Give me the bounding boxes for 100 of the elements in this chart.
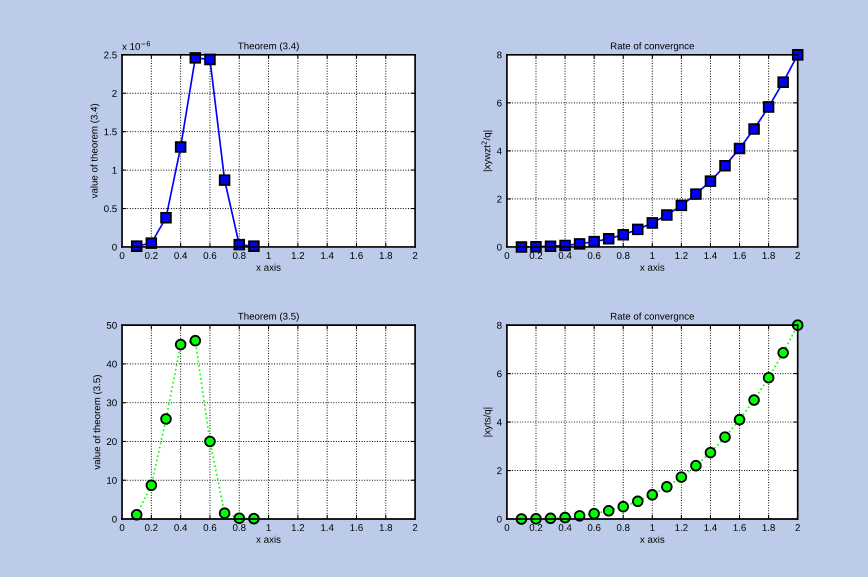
y-tick-label: 6 [497, 100, 502, 106]
point [792, 49, 804, 61]
y-tick-label: 4 [496, 148, 502, 154]
x-tick-label: 1.6 [734, 252, 746, 259]
point [204, 436, 216, 448]
x-tick-label: 1.4 [704, 252, 717, 259]
point [190, 334, 202, 346]
point [174, 141, 186, 153]
x-tick-label: 1.4 [704, 524, 717, 531]
point [602, 505, 614, 517]
point [792, 319, 804, 331]
y-tick-label: 0 [497, 516, 502, 523]
x-tick-label: 0.2 [144, 524, 158, 532]
point [777, 347, 789, 359]
x-tick-label: 2 [412, 524, 418, 531]
point [661, 481, 673, 493]
point [160, 413, 172, 425]
y-tick-label: 50 [106, 322, 117, 329]
chart-title: Theorem (3.4) [238, 42, 299, 52]
y-tick-label: 20 [106, 438, 117, 446]
x-tick-label: 2 [795, 252, 800, 259]
y-axis-title: value of theorem (3.4) [90, 104, 100, 198]
x-tick-label: 1 [266, 524, 271, 531]
point [646, 217, 658, 229]
x-tick-label: 0.6 [588, 524, 600, 532]
point [676, 200, 688, 212]
point [632, 224, 644, 236]
x-tick-label: 0.4 [558, 524, 572, 532]
x-tick-label: 1.8 [762, 252, 775, 259]
y-tick-label: 6 [497, 370, 502, 378]
point [719, 431, 731, 443]
x-tick-label: 1.8 [762, 524, 775, 532]
x-tick-label: 0.6 [204, 252, 216, 259]
y-tick-label: 30 [106, 399, 117, 406]
y-tick-label: 0 [112, 516, 117, 523]
x-tick-label: 1 [650, 252, 655, 259]
point [748, 123, 760, 135]
x-tick-label: 1.4 [321, 252, 334, 259]
chart-title: Theorem (3.5) [238, 312, 299, 322]
x-tick-label: 0 [120, 524, 124, 532]
point [762, 101, 774, 113]
y-tick-label: 8 [497, 322, 502, 329]
point [146, 480, 158, 492]
chart-title: Rate of convergnce [610, 42, 694, 52]
y-tick-label: 0.5 [104, 205, 117, 212]
x-axis-title: x axis [640, 264, 664, 271]
point [719, 160, 731, 172]
text: x 10$^{−6}$ [122, 41, 150, 50]
point [661, 209, 673, 221]
y-tick-label: 1.5 [104, 128, 117, 136]
point [734, 414, 746, 426]
y-tick-label: 0 [497, 244, 502, 251]
point [588, 508, 600, 520]
x-axis-title: x axis [256, 536, 281, 543]
point [160, 212, 172, 224]
x-tick-label: 0.8 [616, 524, 630, 532]
y-tick-label: 0 [112, 244, 117, 251]
x-tick-label: 0.8 [232, 252, 246, 259]
x-tick-label: 1.8 [380, 252, 392, 259]
y-tick-label: 2 [497, 467, 502, 474]
x-axis-title: x axis [256, 264, 281, 271]
y-tick-label: 40 [106, 360, 117, 368]
x-axis-title: x axis [640, 536, 664, 543]
point [218, 507, 230, 519]
y-tick-label: 4 [496, 418, 502, 426]
point [762, 372, 774, 384]
point [617, 500, 629, 512]
x-tick-label: 1.2 [292, 524, 304, 531]
point [690, 460, 702, 472]
y-tick-label: 2.5 [104, 52, 117, 58]
x-tick-label: 1.4 [321, 524, 334, 531]
x-tick-label: 1.2 [675, 252, 688, 259]
y-tick-label: 10 [107, 476, 117, 484]
x-tick-label: 1.8 [380, 524, 392, 532]
x-tick-label: 0.8 [616, 252, 630, 259]
x-tick-label: 2 [795, 524, 800, 531]
x-tick-label: 0.4 [174, 524, 188, 532]
y-axis-title: |xyts/q| [483, 408, 492, 436]
point [734, 142, 746, 154]
point [748, 394, 760, 406]
x-tick-label: 0.2 [144, 252, 158, 259]
x-tick-label: 0 [504, 252, 510, 259]
y-axis-title: value of theorem (3.5) [93, 375, 102, 470]
x-tick-label: 1.2 [675, 524, 688, 531]
point [632, 496, 644, 508]
y-tick-label: 8 [497, 52, 502, 58]
x-tick-label: 0.4 [558, 252, 572, 259]
point [588, 236, 600, 248]
point [617, 228, 629, 240]
x-tick-label: 1.6 [350, 524, 363, 532]
x-tick-label: 2 [412, 252, 418, 259]
point [646, 489, 658, 501]
y-tick-label: 1 [112, 166, 117, 174]
point [704, 446, 716, 458]
point [676, 471, 688, 483]
x-tick-label: 0 [504, 524, 510, 532]
x-tick-label: 0.4 [174, 252, 188, 259]
x-tick-label: 1.6 [350, 252, 363, 259]
x-tick-label: 0 [120, 252, 124, 259]
x-tick-label: 1 [650, 524, 655, 531]
